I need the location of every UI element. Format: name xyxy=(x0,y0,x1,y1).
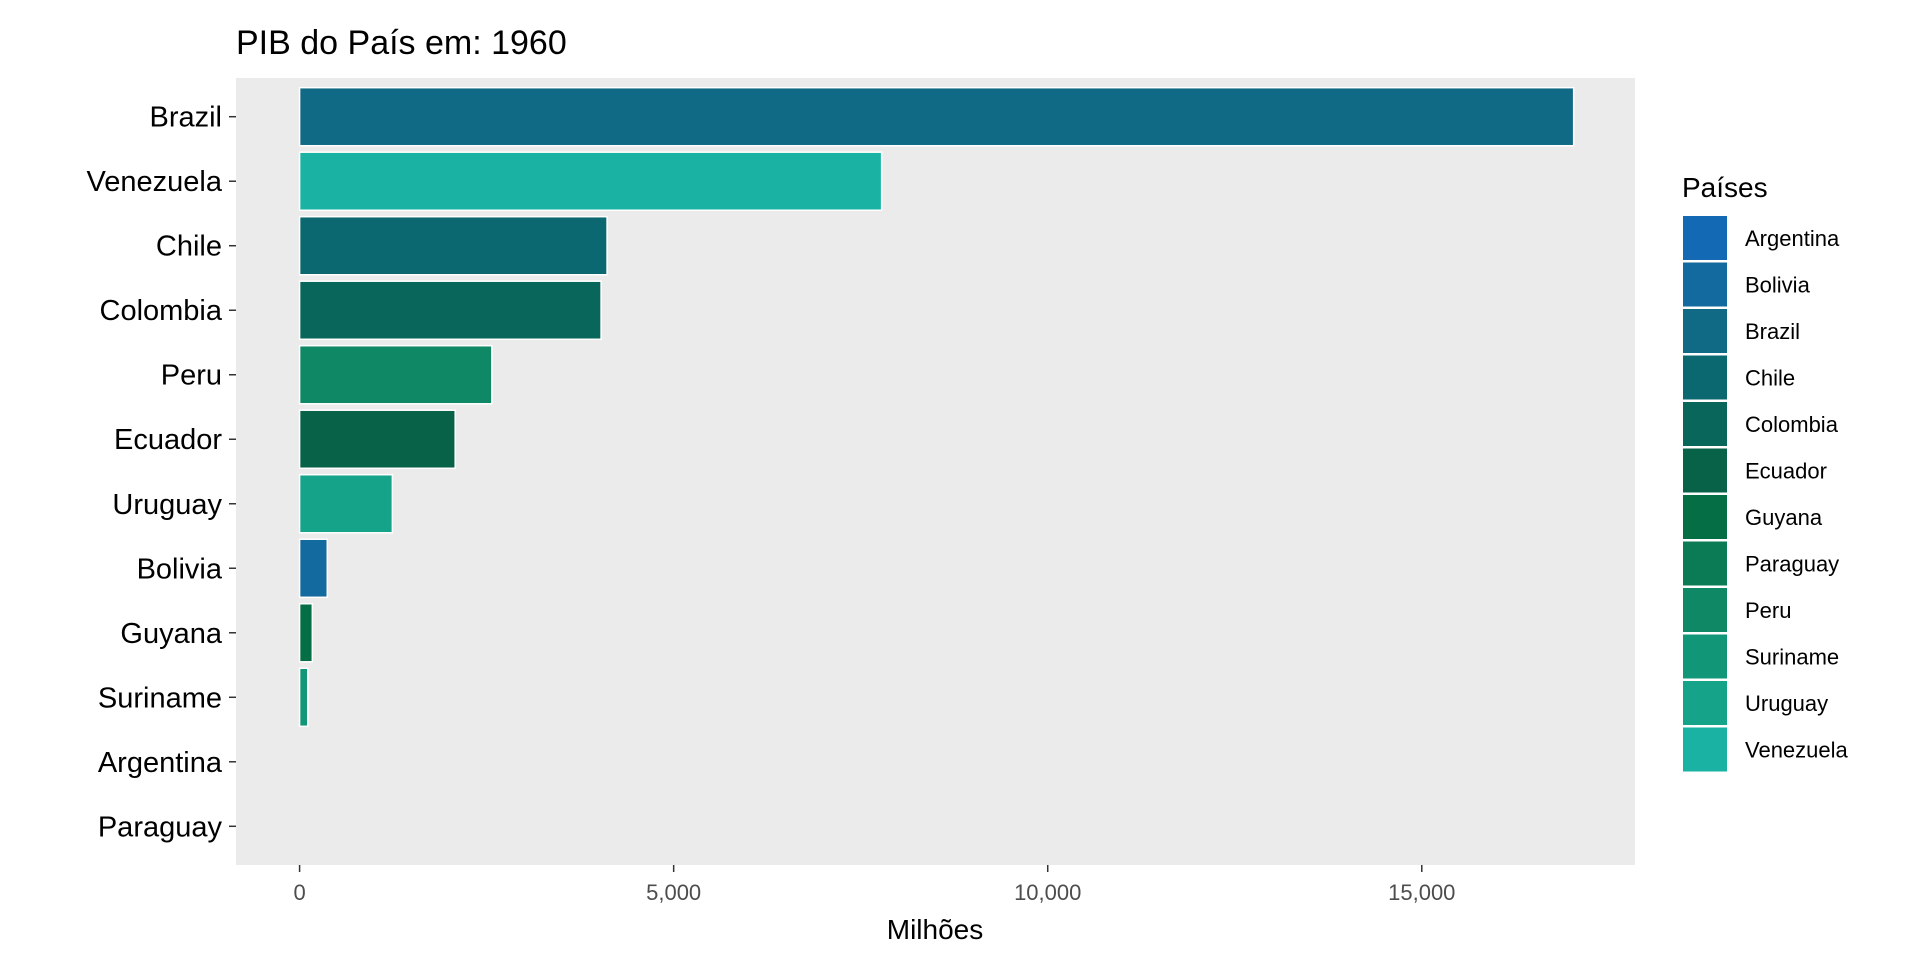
legend-label: Ecuador xyxy=(1745,459,1827,484)
legend-label: Colombia xyxy=(1745,412,1839,437)
x-axis-title: Milhões xyxy=(887,914,983,945)
bar-bolivia xyxy=(298,538,329,599)
bar-brazil xyxy=(298,86,1575,147)
legend-key-guyana xyxy=(1681,493,1729,541)
legend-key-suriname xyxy=(1681,632,1729,681)
legend-label: Peru xyxy=(1745,598,1791,623)
y-tick-label: Guyana xyxy=(120,618,222,650)
bar-chile xyxy=(298,215,608,276)
y-tick-label: Paraguay xyxy=(98,811,223,843)
y-tick-label: Venezuela xyxy=(87,166,223,198)
bar-guyana xyxy=(298,602,314,663)
legend: Países Argentina Bolivia Brazil Chile Colomb… xyxy=(1681,172,1849,774)
y-tick-label: Peru xyxy=(161,360,222,392)
legend-label: Suriname xyxy=(1745,645,1839,670)
y-axis: Brazil Venezuela Chile Colombia Peru Ecuador U… xyxy=(87,102,236,843)
legend-title: Países xyxy=(1682,172,1768,203)
bar-suriname xyxy=(298,667,309,728)
y-tick-label: Ecuador xyxy=(114,424,222,456)
x-tick-label: 10,000 xyxy=(1014,880,1081,905)
legend-key-paraguay xyxy=(1681,539,1729,588)
legend-key-brazil xyxy=(1681,307,1729,355)
legend-label: Argentina xyxy=(1745,226,1840,251)
legend-label: Chile xyxy=(1745,366,1795,391)
bars-group xyxy=(298,86,1575,728)
legend-key-venezuela xyxy=(1681,725,1729,774)
legend-label: Guyana xyxy=(1745,505,1823,530)
legend-key-colombia xyxy=(1681,400,1729,448)
y-tick-label: Suriname xyxy=(98,682,222,714)
legend-key-ecuador xyxy=(1681,446,1729,495)
y-tick-label: Uruguay xyxy=(112,489,222,521)
legend-label: Bolivia xyxy=(1745,273,1811,298)
legend-key-uruguay xyxy=(1681,679,1729,727)
legend-key-bolivia xyxy=(1681,260,1729,309)
y-tick-label: Bolivia xyxy=(137,553,223,585)
y-tick-label: Brazil xyxy=(149,102,222,134)
bar-peru xyxy=(298,344,493,405)
bar-venezuela xyxy=(298,151,883,211)
y-tick-label: Chile xyxy=(156,231,222,263)
legend-key-argentina xyxy=(1681,214,1729,262)
bar-ecuador xyxy=(298,409,456,470)
x-tick-label: 15,000 xyxy=(1388,880,1455,905)
bar-colombia xyxy=(298,280,602,341)
x-tick-label: 5,000 xyxy=(646,880,701,905)
legend-items: Argentina Bolivia Brazil Chile Colombia Ecuad… xyxy=(1681,214,1849,774)
y-tick-label: Argentina xyxy=(98,747,223,779)
legend-label: Uruguay xyxy=(1745,691,1828,716)
legend-key-chile xyxy=(1681,353,1729,402)
x-tick-label: 0 xyxy=(293,880,305,905)
legend-label: Paraguay xyxy=(1745,552,1839,577)
legend-label: Brazil xyxy=(1745,319,1800,344)
legend-label: Venezuela xyxy=(1745,738,1849,763)
x-axis: 0 5,000 10,000 15,000 xyxy=(293,865,1455,905)
legend-key-peru xyxy=(1681,586,1729,634)
chart-title: PIB do País em: 1960 xyxy=(236,24,567,62)
bar-uruguay xyxy=(298,473,394,534)
y-tick-label: Colombia xyxy=(100,295,223,327)
